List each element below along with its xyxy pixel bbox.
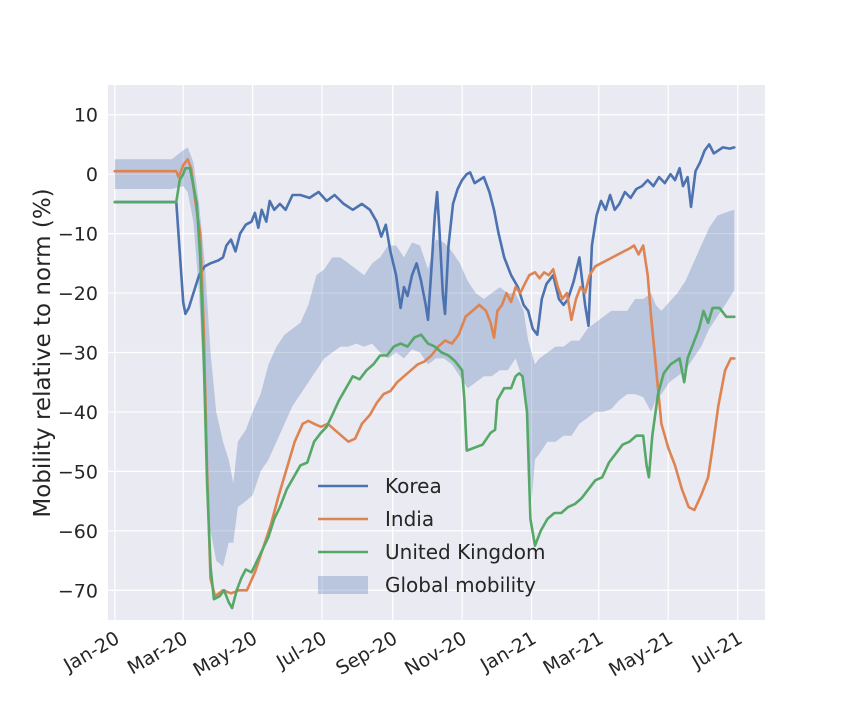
x-tick-label: Sep-20	[332, 627, 401, 679]
x-tick-label: Mar-20	[124, 627, 192, 679]
x-tick-label: Mar-21	[539, 627, 607, 679]
y-axis-label: Mobility relative to norm (%)	[30, 188, 56, 517]
global-mobility-band-layer	[114, 147, 735, 567]
x-tick-label: Jul-21	[688, 627, 747, 674]
series-line-korea	[113, 143, 736, 336]
legend-label-global-mobility: Global mobility	[385, 573, 536, 597]
x-tick-label: May-21	[605, 627, 677, 681]
grid-lines	[108, 85, 765, 620]
y-tick-label: −10	[58, 224, 98, 246]
series-line-united-kingdom	[113, 166, 736, 610]
legend-label-united-kingdom: United Kingdom	[385, 540, 546, 564]
x-tick-label: Nov-20	[401, 627, 471, 680]
y-tick-label: −70	[58, 580, 98, 602]
x-tick-label: Jan-21	[476, 627, 540, 677]
series-line-india	[113, 158, 736, 598]
x-tick-label: Jul-20	[272, 627, 331, 674]
global-mobility-band	[114, 147, 735, 567]
legend-label-korea: Korea	[385, 474, 442, 498]
y-tick-labels: 10 0 −10 −20 −30 −40 −50 −60 −70	[58, 105, 98, 603]
y-tick-label: −60	[58, 521, 98, 543]
y-tick-label: −30	[58, 343, 98, 365]
x-tick-label: Jan-20	[59, 627, 123, 677]
y-tick-label: −40	[58, 402, 98, 424]
y-tick-label: −50	[58, 461, 98, 483]
legend: Korea India United Kingdom Global mobility	[318, 474, 546, 597]
y-tick-label: −20	[58, 283, 98, 305]
legend-swatch-global-mobility	[318, 576, 368, 594]
legend-label-india: India	[385, 507, 434, 531]
x-tick-label: May-20	[190, 627, 262, 681]
series-lines-layer	[113, 143, 736, 610]
y-tick-label: 10	[74, 105, 98, 127]
y-tick-label: 0	[86, 164, 98, 186]
